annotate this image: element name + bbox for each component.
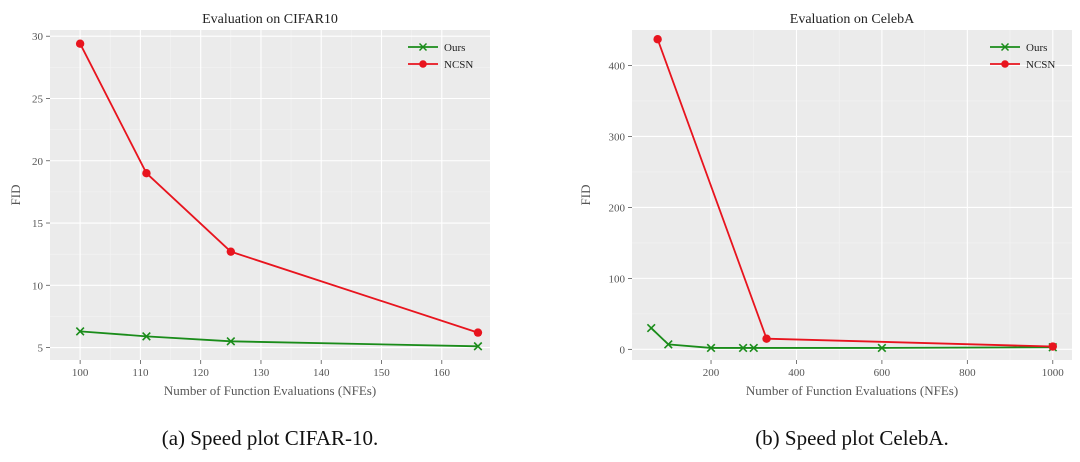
legend-label: Ours [1026,42,1047,54]
plot-panel [50,30,490,360]
y-axis-label: FID [578,185,593,206]
x-axis-label: Number of Function Evaluations (NFEs) [164,383,376,398]
plot-panel [632,30,1072,360]
legend-label: NCSN [444,59,473,71]
data-point-ncsn [76,39,84,47]
x-tick-label: 200 [703,367,720,379]
x-tick-label: 1000 [1042,367,1065,379]
legend-label: NCSN [1026,59,1055,71]
figure-caption: (b) Speed plot CelebA. [755,426,949,450]
x-tick-label: 600 [874,367,891,379]
data-point-ncsn [142,169,150,177]
x-tick-label: 130 [253,367,270,379]
x-tick-label: 120 [192,367,209,379]
chart-title: Evaluation on CelebA [790,12,915,27]
x-tick-label: 800 [959,367,976,379]
y-tick-label: 100 [609,273,626,285]
y-tick-label: 25 [32,93,44,105]
x-tick-label: 150 [373,367,390,379]
data-point-ncsn [653,35,661,43]
chart-title: Evaluation on CIFAR10 [202,12,338,27]
y-tick-label: 20 [32,156,44,168]
x-tick-label: 400 [788,367,805,379]
figure-caption: (a) Speed plot CIFAR-10. [162,426,379,450]
x-tick-label: 110 [132,367,149,379]
y-tick-label: 200 [609,202,626,214]
legend-marker [1001,60,1009,68]
y-tick-label: 400 [609,60,626,72]
legend-marker [419,60,427,68]
x-axis-label: Number of Function Evaluations (NFEs) [746,383,958,398]
y-tick-label: 300 [609,131,626,143]
celeba-chart: 200 400 600 800 1000 0 100 200 300 400 Ours NCSN E… [578,12,1072,450]
y-tick-label: 30 [32,31,44,43]
y-tick-label: 5 [38,343,44,355]
data-point-ncsn [762,335,770,343]
y-tick-label: 15 [32,218,44,230]
cifar10-chart: 100 110 120 130 140 150 160 5 10 15 20 25 30 Ours NCS… [8,12,490,450]
y-tick-label: 10 [32,280,44,292]
x-tick-label: 140 [313,367,330,379]
x-tick-label: 100 [72,367,89,379]
x-tick-label: 160 [434,367,451,379]
y-tick-label: 0 [620,344,626,356]
legend-label: Ours [444,42,465,54]
data-point-ncsn [1049,342,1057,350]
y-axis-label: FID [8,185,23,206]
data-point-ncsn [474,328,482,336]
data-point-ncsn [227,247,235,255]
